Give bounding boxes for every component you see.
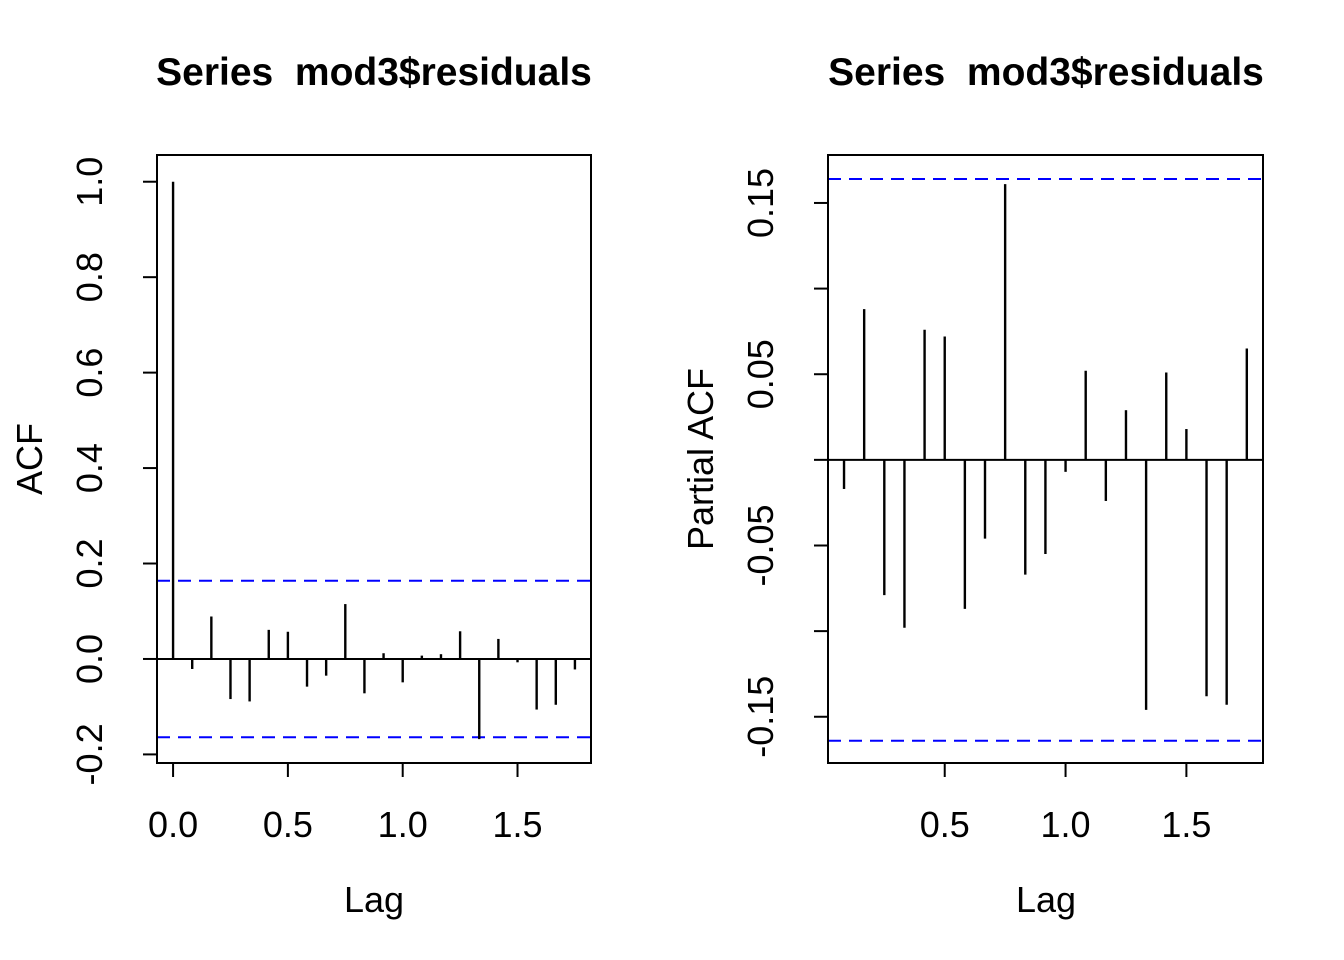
y-tick-label: 0.8 xyxy=(69,252,110,302)
y-tick-label: 1.0 xyxy=(69,157,110,207)
acf-panel-title: Series mod3$residuals xyxy=(156,51,592,94)
x-tick-label: 1.5 xyxy=(1161,804,1211,845)
y-tick-label: 0.05 xyxy=(740,339,781,409)
x-tick-label: 1.0 xyxy=(1041,804,1091,845)
pacf-yaxis-label: Partial ACF xyxy=(680,368,721,550)
y-tick-label: 0.15 xyxy=(740,168,781,238)
x-tick-label: 0.5 xyxy=(920,804,970,845)
y-tick-label: 0.0 xyxy=(69,634,110,684)
y-tick-label: 0.2 xyxy=(69,538,110,588)
pacf-xaxis-label: Lag xyxy=(1016,879,1076,920)
acf-yaxis-label: ACF xyxy=(9,423,50,495)
x-tick-label: 0.0 xyxy=(148,804,198,845)
x-tick-label: 1.0 xyxy=(378,804,428,845)
pacf-panel-title: Series mod3$residuals xyxy=(828,51,1264,94)
x-tick-label: 1.5 xyxy=(492,804,542,845)
y-tick-label: -0.05 xyxy=(740,504,781,586)
y-tick-label: 0.6 xyxy=(69,348,110,398)
y-tick-label: -0.2 xyxy=(69,723,110,785)
acf-plot-area: 0.0 0.5 1.0 1.5 -0.2 0.0 0.2 0.4 0.6 0.8 1.0 xyxy=(69,154,592,845)
pacf-panel: Series mod3$residuals Lag Partial ACF 0.… xyxy=(680,51,1264,920)
acf-xaxis-label: Lag xyxy=(344,879,404,920)
x-tick-label: 0.5 xyxy=(263,804,313,845)
pacf-plot-area: 0.5 1.0 1.5 -0.15 -0.05 0.05 0.15 xyxy=(740,154,1264,845)
acf-panel: Series mod3$residuals Lag ACF 0.0 0.5 1.0 1… xyxy=(9,51,592,920)
y-tick-label: -0.15 xyxy=(740,676,781,758)
y-tick-label: 0.4 xyxy=(69,443,110,493)
